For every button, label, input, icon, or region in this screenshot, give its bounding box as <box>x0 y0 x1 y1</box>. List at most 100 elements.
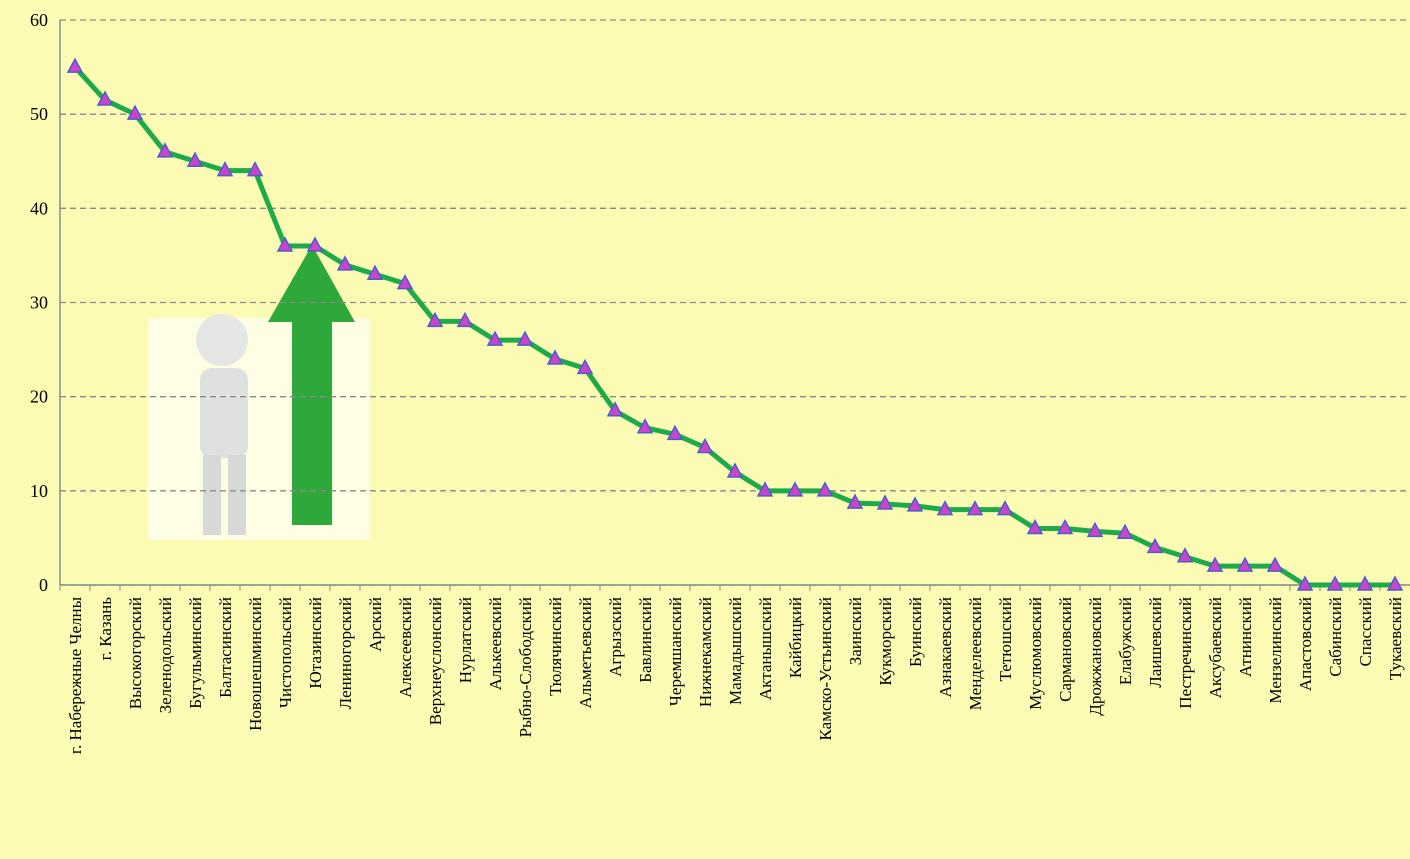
x-tick-label: Новошешминский <box>246 597 265 731</box>
marker <box>126 104 144 120</box>
marker <box>1146 537 1164 554</box>
x-tick-label: Альметьевский <box>576 597 595 708</box>
x-tick-label: Бугульминский <box>186 597 205 709</box>
marker <box>606 401 624 417</box>
y-tick-label: 0 <box>39 575 48 595</box>
marker <box>1176 547 1194 563</box>
marker <box>516 330 534 346</box>
y-tick-label: 20 <box>30 387 48 407</box>
marker <box>1206 556 1224 572</box>
marker <box>666 424 684 441</box>
x-tick-label: Алькеевский <box>486 597 505 690</box>
x-tick-label: Лаишевский <box>1146 597 1165 688</box>
marker <box>66 57 84 73</box>
marker <box>876 494 894 510</box>
x-tick-label: Лениногорский <box>336 597 355 709</box>
x-tick-label: Сармановский <box>1056 597 1075 702</box>
x-tick-label: Зеленодольский <box>156 597 175 713</box>
x-tick-label: г. Казань <box>96 597 115 661</box>
x-tick-label: Актанышский <box>756 597 775 700</box>
marker <box>1026 518 1044 535</box>
x-tick-label: Заинский <box>846 597 865 665</box>
x-tick-label: Елабужский <box>1116 597 1135 685</box>
marker <box>576 358 594 375</box>
x-tick-label: Арский <box>366 597 385 652</box>
x-tick-label: Пестречинский <box>1176 597 1195 709</box>
marker <box>246 161 264 177</box>
x-tick-label: Алексеевский <box>396 597 415 698</box>
marker <box>1386 575 1404 591</box>
marker <box>756 481 774 497</box>
marker <box>366 264 384 280</box>
x-tick-label: Рыбно-Слободский <box>516 597 535 737</box>
x-tick-label: Апастовский <box>1296 597 1315 691</box>
y-tick-label: 10 <box>30 481 48 501</box>
marker <box>786 481 804 497</box>
x-tick-label: Бавлинский <box>636 597 655 683</box>
x-tick-label: Тюлячинский <box>546 597 565 696</box>
illustration <box>148 245 370 540</box>
x-tick-label: Нурлатский <box>456 597 475 683</box>
x-tick-label: Сабинский <box>1326 597 1345 677</box>
marker <box>96 90 114 106</box>
x-tick-label: Кукморский <box>876 597 895 686</box>
marker <box>1116 523 1134 539</box>
x-tick-label: Аксубаевский <box>1206 597 1225 698</box>
marker <box>846 493 864 509</box>
x-tick-label: Верхнеуслонский <box>426 597 445 725</box>
marker <box>216 161 234 177</box>
marker <box>936 500 954 516</box>
x-tick-label: Высокогорский <box>126 597 145 709</box>
marker <box>636 418 654 434</box>
marker <box>1296 575 1314 591</box>
x-tick-label: Камско-Устьинский <box>816 597 835 740</box>
marker <box>1236 556 1254 572</box>
marker <box>306 236 324 252</box>
marker <box>1266 556 1284 572</box>
x-tick-label: Азнакаевский <box>936 597 955 698</box>
marker <box>1326 575 1344 591</box>
x-tick-label: Кайбицкий <box>786 597 805 678</box>
marker <box>426 311 444 328</box>
x-tick-label: г. Набережные Челны <box>66 596 85 754</box>
y-tick-label: 60 <box>30 10 48 30</box>
marker <box>816 481 834 497</box>
y-tick-label: 30 <box>30 293 48 313</box>
marker <box>1356 575 1374 591</box>
marker <box>996 500 1014 516</box>
x-tick-label: Агрызский <box>606 597 625 677</box>
x-tick-label: Атнинский <box>1236 597 1255 677</box>
marker <box>336 255 354 271</box>
x-tick-label: Мамадышский <box>726 597 745 705</box>
marker <box>456 311 474 328</box>
x-tick-label: Балтасинский <box>216 597 235 698</box>
marker <box>486 330 504 346</box>
y-tick-label: 40 <box>30 198 48 218</box>
marker <box>696 437 714 454</box>
marker <box>726 462 744 478</box>
x-tick-label: Черемшанский <box>666 597 685 706</box>
marker <box>546 349 564 365</box>
x-tick-label: Менделеевский <box>966 597 985 710</box>
x-tick-label: Тукаевский <box>1386 597 1405 680</box>
x-tick-label: Муслюмовский <box>1026 597 1045 710</box>
marker <box>1086 521 1104 538</box>
marker <box>396 274 414 290</box>
x-tick-label: Нижнекамский <box>696 597 715 707</box>
marker <box>966 500 984 516</box>
marker <box>906 496 924 512</box>
x-tick-label: Мензелинский <box>1266 597 1285 703</box>
marker <box>186 151 204 167</box>
marker <box>1056 518 1074 535</box>
marker <box>276 236 294 252</box>
marker <box>156 142 174 158</box>
x-tick-label: Чистопольский <box>276 597 295 708</box>
x-tick-label: Буинский <box>906 597 925 667</box>
x-tick-label: Ютазинский <box>306 597 325 689</box>
y-tick-label: 50 <box>30 104 48 124</box>
x-tick-label: Тетюшский <box>996 597 1015 682</box>
x-tick-label: Дрожжановский <box>1086 597 1105 716</box>
x-tick-label: Спасский <box>1356 597 1375 667</box>
